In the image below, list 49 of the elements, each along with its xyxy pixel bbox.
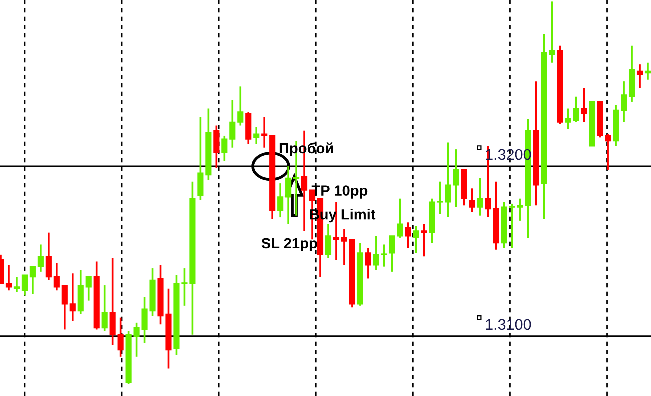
candlestick — [262, 116, 268, 149]
candlestick — [365, 247, 372, 280]
candlestick — [254, 126, 260, 146]
candlestick — [397, 198, 404, 239]
candlestick — [6, 264, 12, 292]
candlestick — [70, 272, 76, 322]
candlestick — [22, 274, 28, 297]
candlestick — [453, 148, 460, 208]
candlestick — [110, 257, 116, 346]
candlestick — [230, 99, 236, 149]
candlestick — [30, 266, 36, 295]
candlestick — [517, 198, 524, 222]
annotation: TP 10pp — [312, 186, 368, 199]
candlestick — [102, 284, 108, 332]
candlestick — [278, 182, 284, 218]
candlestick — [565, 108, 572, 130]
candlestick — [373, 235, 380, 272]
candlestick — [214, 124, 220, 170]
candlestick — [286, 166, 292, 226]
candlestick — [405, 222, 412, 250]
candlestick — [14, 276, 20, 294]
candlestick — [644, 62, 651, 81]
candlestick — [413, 225, 420, 254]
candlestick — [581, 87, 588, 124]
candlestick — [469, 188, 476, 214]
candlestick — [605, 133, 612, 171]
candlestick — [86, 276, 92, 302]
candlestick — [341, 228, 348, 266]
candlestick — [238, 86, 244, 127]
candlestick — [477, 178, 484, 217]
candlestick — [437, 180, 444, 216]
ref-line-label: 1.3100 — [486, 319, 532, 330]
candlestick — [573, 96, 580, 124]
candlestick — [389, 235, 396, 273]
candlestick — [325, 223, 332, 260]
candlestick — [222, 135, 228, 162]
candlestick — [381, 244, 388, 268]
candlestick — [46, 232, 52, 282]
annotation: SL 21pp — [262, 238, 318, 252]
candlestick — [636, 64, 644, 90]
candlestick — [198, 116, 204, 202]
candlestick — [445, 142, 452, 218]
candlestick — [62, 284, 68, 331]
candlestick — [38, 244, 44, 273]
candlestick — [549, 0, 556, 64]
candlestick — [54, 262, 60, 292]
candlestick — [421, 223, 428, 258]
candlestick — [118, 316, 124, 358]
candlestick — [621, 80, 628, 124]
